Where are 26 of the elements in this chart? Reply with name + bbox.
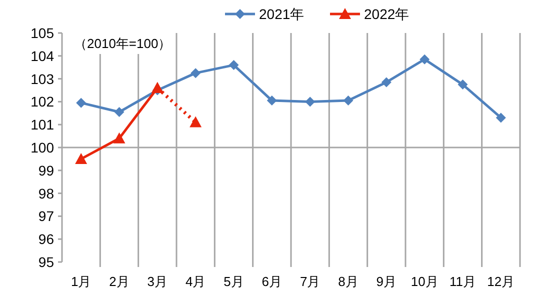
x-tick-label: 8月 bbox=[338, 274, 358, 289]
x-tick-label: 4月 bbox=[185, 274, 206, 289]
x-tick-label: 3月 bbox=[147, 274, 168, 289]
x-tick-label: 11月 bbox=[450, 274, 476, 289]
annotation: （2010年=100） bbox=[74, 36, 172, 51]
y-tick-label: 98 bbox=[38, 185, 54, 202]
x-tick-label: 7月 bbox=[300, 274, 320, 289]
x-tick-label: 2月 bbox=[109, 274, 130, 289]
y-tick-label: 100 bbox=[30, 140, 54, 156]
x-tick-label: 10月 bbox=[410, 274, 438, 289]
y-tick-label: 104 bbox=[30, 48, 54, 64]
x-tick-label: 5月 bbox=[224, 274, 244, 289]
y-tick-label: 99 bbox=[38, 162, 54, 178]
legend-label: 2022年 bbox=[364, 6, 410, 22]
y-tick-label: 101 bbox=[30, 116, 54, 133]
x-tick-label: 12月 bbox=[487, 274, 515, 289]
y-tick-label: 105 bbox=[30, 25, 54, 41]
y-tick-label: 96 bbox=[38, 231, 54, 248]
y-tick-label: 103 bbox=[30, 70, 54, 87]
y-tick-label: 102 bbox=[30, 94, 54, 110]
x-tick-label: 1月 bbox=[70, 274, 92, 289]
y-tick-label: 95 bbox=[38, 254, 54, 270]
x-tick-label: 9月 bbox=[376, 274, 397, 289]
x-tick-label: 6月 bbox=[262, 274, 282, 289]
y-tick-label: 97 bbox=[38, 208, 54, 224]
legend-label: 2021年 bbox=[259, 6, 304, 22]
